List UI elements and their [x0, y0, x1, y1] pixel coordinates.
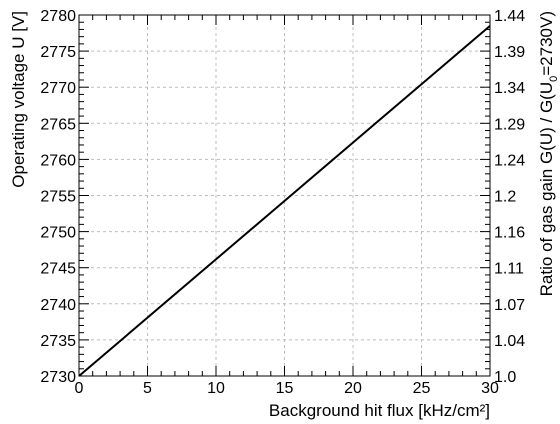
y-tick-label: 2780 [40, 8, 76, 25]
x-tick-label: 10 [207, 380, 225, 397]
y2-title-prefix: Ratio of gas gain G(U) / G(U [537, 82, 556, 296]
y-tick-label: 2770 [40, 80, 76, 97]
y2-tick-label: 1.24 [494, 152, 525, 169]
x-axis-title: Background hit flux [kHz/cm²] [269, 401, 490, 420]
series-line [78, 25, 491, 377]
y2-tick-label: 1.04 [494, 333, 525, 350]
x-tick-label: 15 [276, 380, 294, 397]
y2-tick-label: 1.16 [494, 225, 525, 242]
y-axis-right: 1.0 1.04 1.07 1.11 1.16 1.2 1.24 1.29 1.34 1.39 1.… [480, 8, 525, 386]
y-tick-label: 2765 [40, 116, 76, 133]
y-tick-label: 2735 [40, 333, 76, 350]
grid [79, 15, 490, 376]
x-axis: 0 5 10 15 20 25 30 [75, 15, 499, 397]
x-tick-label: 5 [143, 380, 152, 397]
y2-tick-label: 1.0 [494, 369, 516, 386]
x-tick-label: 30 [481, 380, 499, 397]
y-axis-left-title: Operating voltage U [V] [9, 11, 28, 188]
y2-tick-label: 1.07 [494, 297, 525, 314]
y-tick-label: 2740 [40, 297, 76, 314]
y-tick-label: 2730 [40, 369, 76, 386]
y2-title-subscript: 0 [548, 76, 560, 82]
y-axis-left: 2730 2735 2740 2745 2750 2755 2760 2765 2770 2775… [40, 8, 89, 386]
y2-tick-label: 1.2 [494, 189, 516, 206]
y-tick-label: 2750 [40, 225, 76, 242]
x-tick-label: 20 [344, 380, 362, 397]
y2-title-suffix: =2730V) [537, 11, 556, 76]
y2-tick-label: 1.44 [494, 8, 525, 25]
y2-tick-label: 1.39 [494, 44, 525, 61]
y-axis-right-title: Ratio of gas gain G(U) / G(U0=2730V) [537, 11, 560, 296]
y2-tick-label: 1.11 [494, 261, 524, 278]
x-tick-label: 0 [75, 380, 84, 397]
y-tick-label: 2775 [40, 44, 76, 61]
series-lines [78, 25, 491, 377]
y-tick-label: 2760 [40, 152, 76, 169]
x-tick-label: 25 [413, 380, 431, 397]
y-tick-label: 2755 [40, 189, 76, 206]
y-tick-label: 2745 [40, 261, 76, 278]
y2-tick-label: 1.34 [494, 80, 525, 97]
y2-tick-label: 1.29 [494, 116, 525, 133]
